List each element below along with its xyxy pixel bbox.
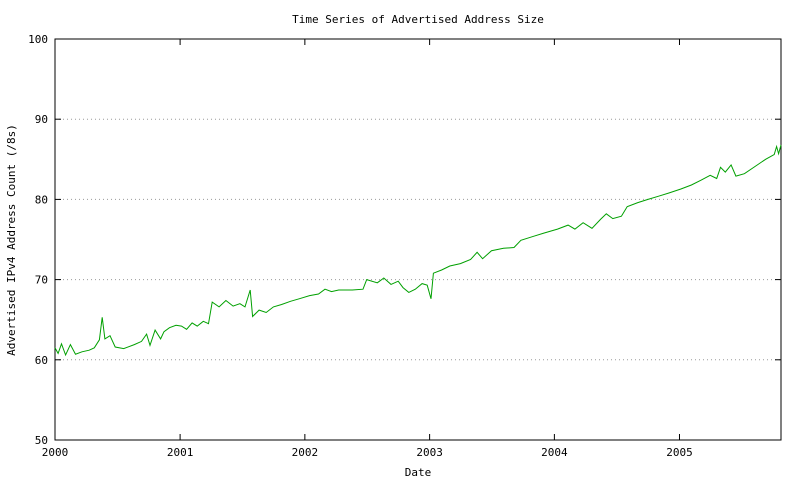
x-tick-label: 2005 xyxy=(666,446,693,459)
x-axis-label: Date xyxy=(405,466,432,479)
grid-lines xyxy=(55,118,781,361)
x-tick-label: 2004 xyxy=(541,446,568,459)
series-group xyxy=(54,144,782,357)
x-tick-label: 2000 xyxy=(42,446,69,459)
y-tick-label: 80 xyxy=(35,193,48,206)
series-line xyxy=(54,144,782,357)
x-axis: 2000 2001 2002 2003 2004 2005 xyxy=(42,39,693,459)
y-tick-label: 90 xyxy=(35,113,48,126)
y-tick-label: 100 xyxy=(28,33,48,46)
x-tick-label: 2003 xyxy=(416,446,443,459)
x-tick-label: 2002 xyxy=(292,446,319,459)
y-tick-label: 50 xyxy=(35,434,48,447)
y-axis-label: Advertised IPv4 Address Count (/8s) xyxy=(5,124,18,356)
y-axis: 50 60 70 80 90 100 xyxy=(28,33,781,447)
y-tick-label: 60 xyxy=(35,354,48,367)
x-tick-label: 2001 xyxy=(167,446,194,459)
chart-title: Time Series of Advertised Address Size xyxy=(292,13,544,26)
y-tick-label: 70 xyxy=(35,274,48,287)
plot-frame xyxy=(54,38,782,441)
